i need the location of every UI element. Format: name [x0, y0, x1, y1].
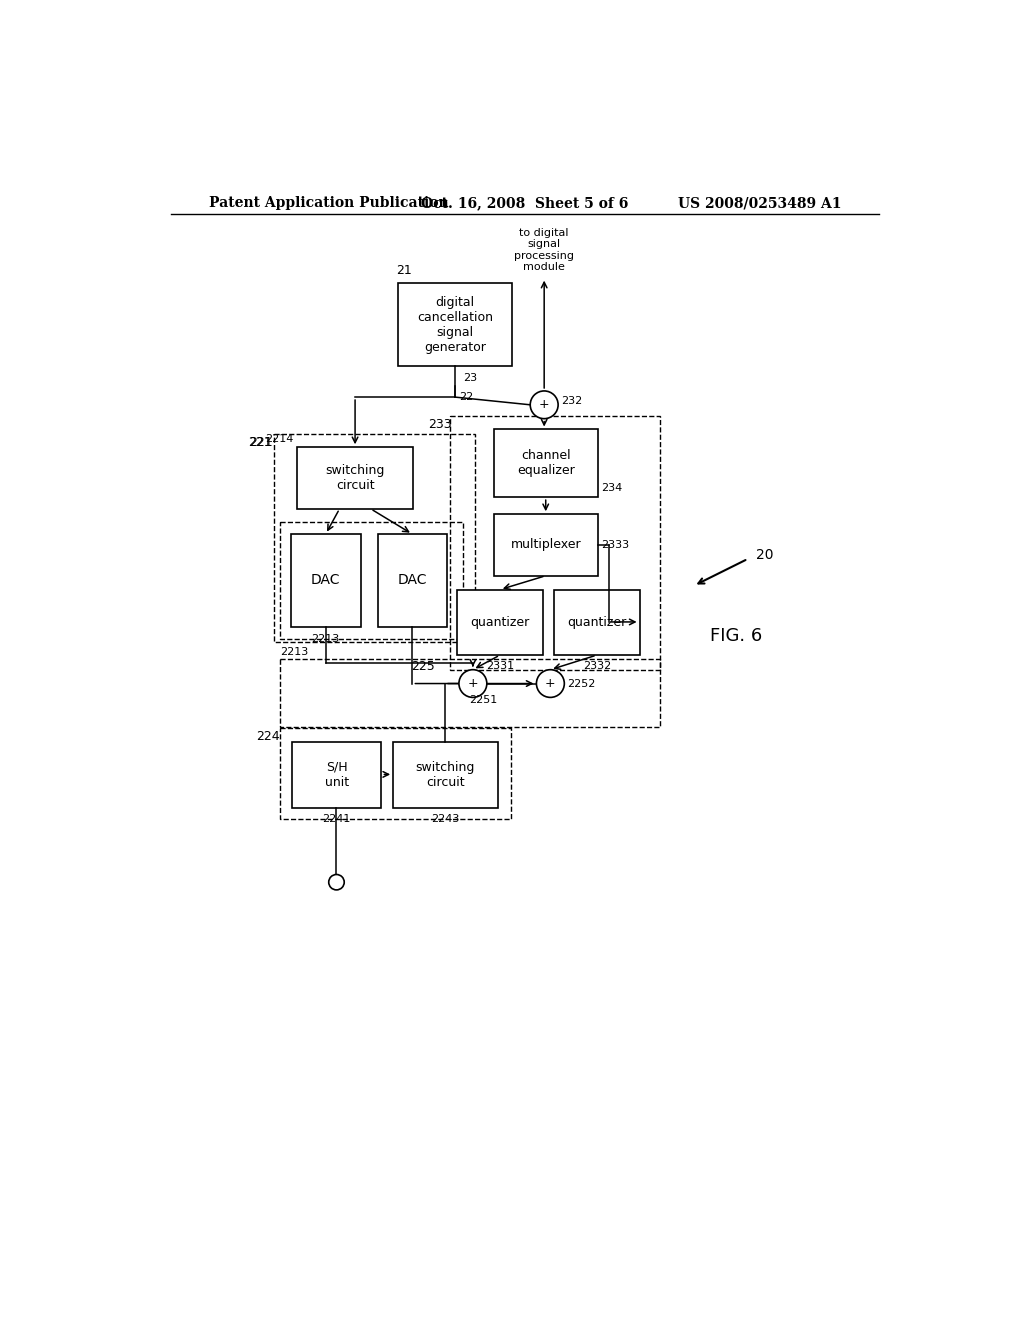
Text: 232: 232: [561, 396, 583, 407]
Text: DAC: DAC: [311, 573, 340, 587]
Text: 2332: 2332: [583, 661, 611, 671]
Bar: [451, 416, 659, 671]
Bar: [273, 434, 475, 642]
Text: 225: 225: [412, 660, 435, 673]
Circle shape: [530, 391, 558, 418]
Text: 2251: 2251: [469, 696, 498, 705]
Text: quantizer: quantizer: [567, 616, 627, 628]
Bar: [494, 429, 598, 498]
Text: 2213: 2213: [311, 635, 340, 644]
Text: 21: 21: [396, 264, 412, 277]
Text: 20: 20: [756, 548, 773, 562]
Text: +: +: [539, 399, 550, 412]
Text: US 2008/0253489 A1: US 2008/0253489 A1: [678, 197, 841, 210]
Text: 221: 221: [249, 436, 272, 449]
Bar: [291, 535, 360, 627]
Text: switching
circuit: switching circuit: [416, 760, 475, 789]
Bar: [554, 590, 640, 655]
Text: DAC: DAC: [397, 573, 427, 587]
Text: digital
cancellation
signal
generator: digital cancellation signal generator: [417, 296, 493, 354]
Text: 234: 234: [601, 483, 623, 492]
Bar: [393, 742, 498, 808]
Bar: [458, 590, 543, 655]
Bar: [297, 447, 414, 508]
Text: FIG. 6: FIG. 6: [711, 627, 763, 644]
Bar: [378, 535, 447, 627]
Circle shape: [537, 669, 564, 697]
Bar: [397, 284, 512, 367]
Text: 2243: 2243: [431, 813, 459, 824]
Text: Patent Application Publication: Patent Application Publication: [209, 197, 449, 210]
Text: +: +: [468, 677, 478, 690]
Bar: [280, 659, 659, 726]
Text: quantizer: quantizer: [470, 616, 529, 628]
Text: to digital
signal
processing
module: to digital signal processing module: [514, 227, 574, 272]
Text: 2331: 2331: [486, 661, 514, 671]
Text: 22: 22: [459, 392, 473, 403]
Bar: [292, 742, 381, 808]
Circle shape: [459, 669, 486, 697]
Text: channel
equalizer: channel equalizer: [517, 449, 575, 478]
Bar: [494, 515, 598, 576]
Text: 2333: 2333: [601, 540, 630, 550]
Text: 23: 23: [463, 374, 477, 383]
Text: 2213: 2213: [280, 647, 308, 656]
Text: switching
circuit: switching circuit: [326, 463, 385, 492]
Text: 2241: 2241: [323, 813, 350, 824]
Text: 221: 221: [249, 436, 273, 449]
Text: 2214: 2214: [265, 434, 294, 444]
Bar: [280, 521, 463, 639]
Text: 2252: 2252: [567, 678, 596, 689]
Text: 233: 233: [428, 418, 452, 430]
Text: +: +: [545, 677, 556, 690]
Text: S/H
unit: S/H unit: [325, 760, 349, 789]
Text: Oct. 16, 2008  Sheet 5 of 6: Oct. 16, 2008 Sheet 5 of 6: [421, 197, 629, 210]
Text: multiplexer: multiplexer: [511, 539, 582, 552]
Bar: [280, 729, 511, 818]
Text: 224: 224: [256, 730, 280, 743]
Circle shape: [329, 874, 344, 890]
